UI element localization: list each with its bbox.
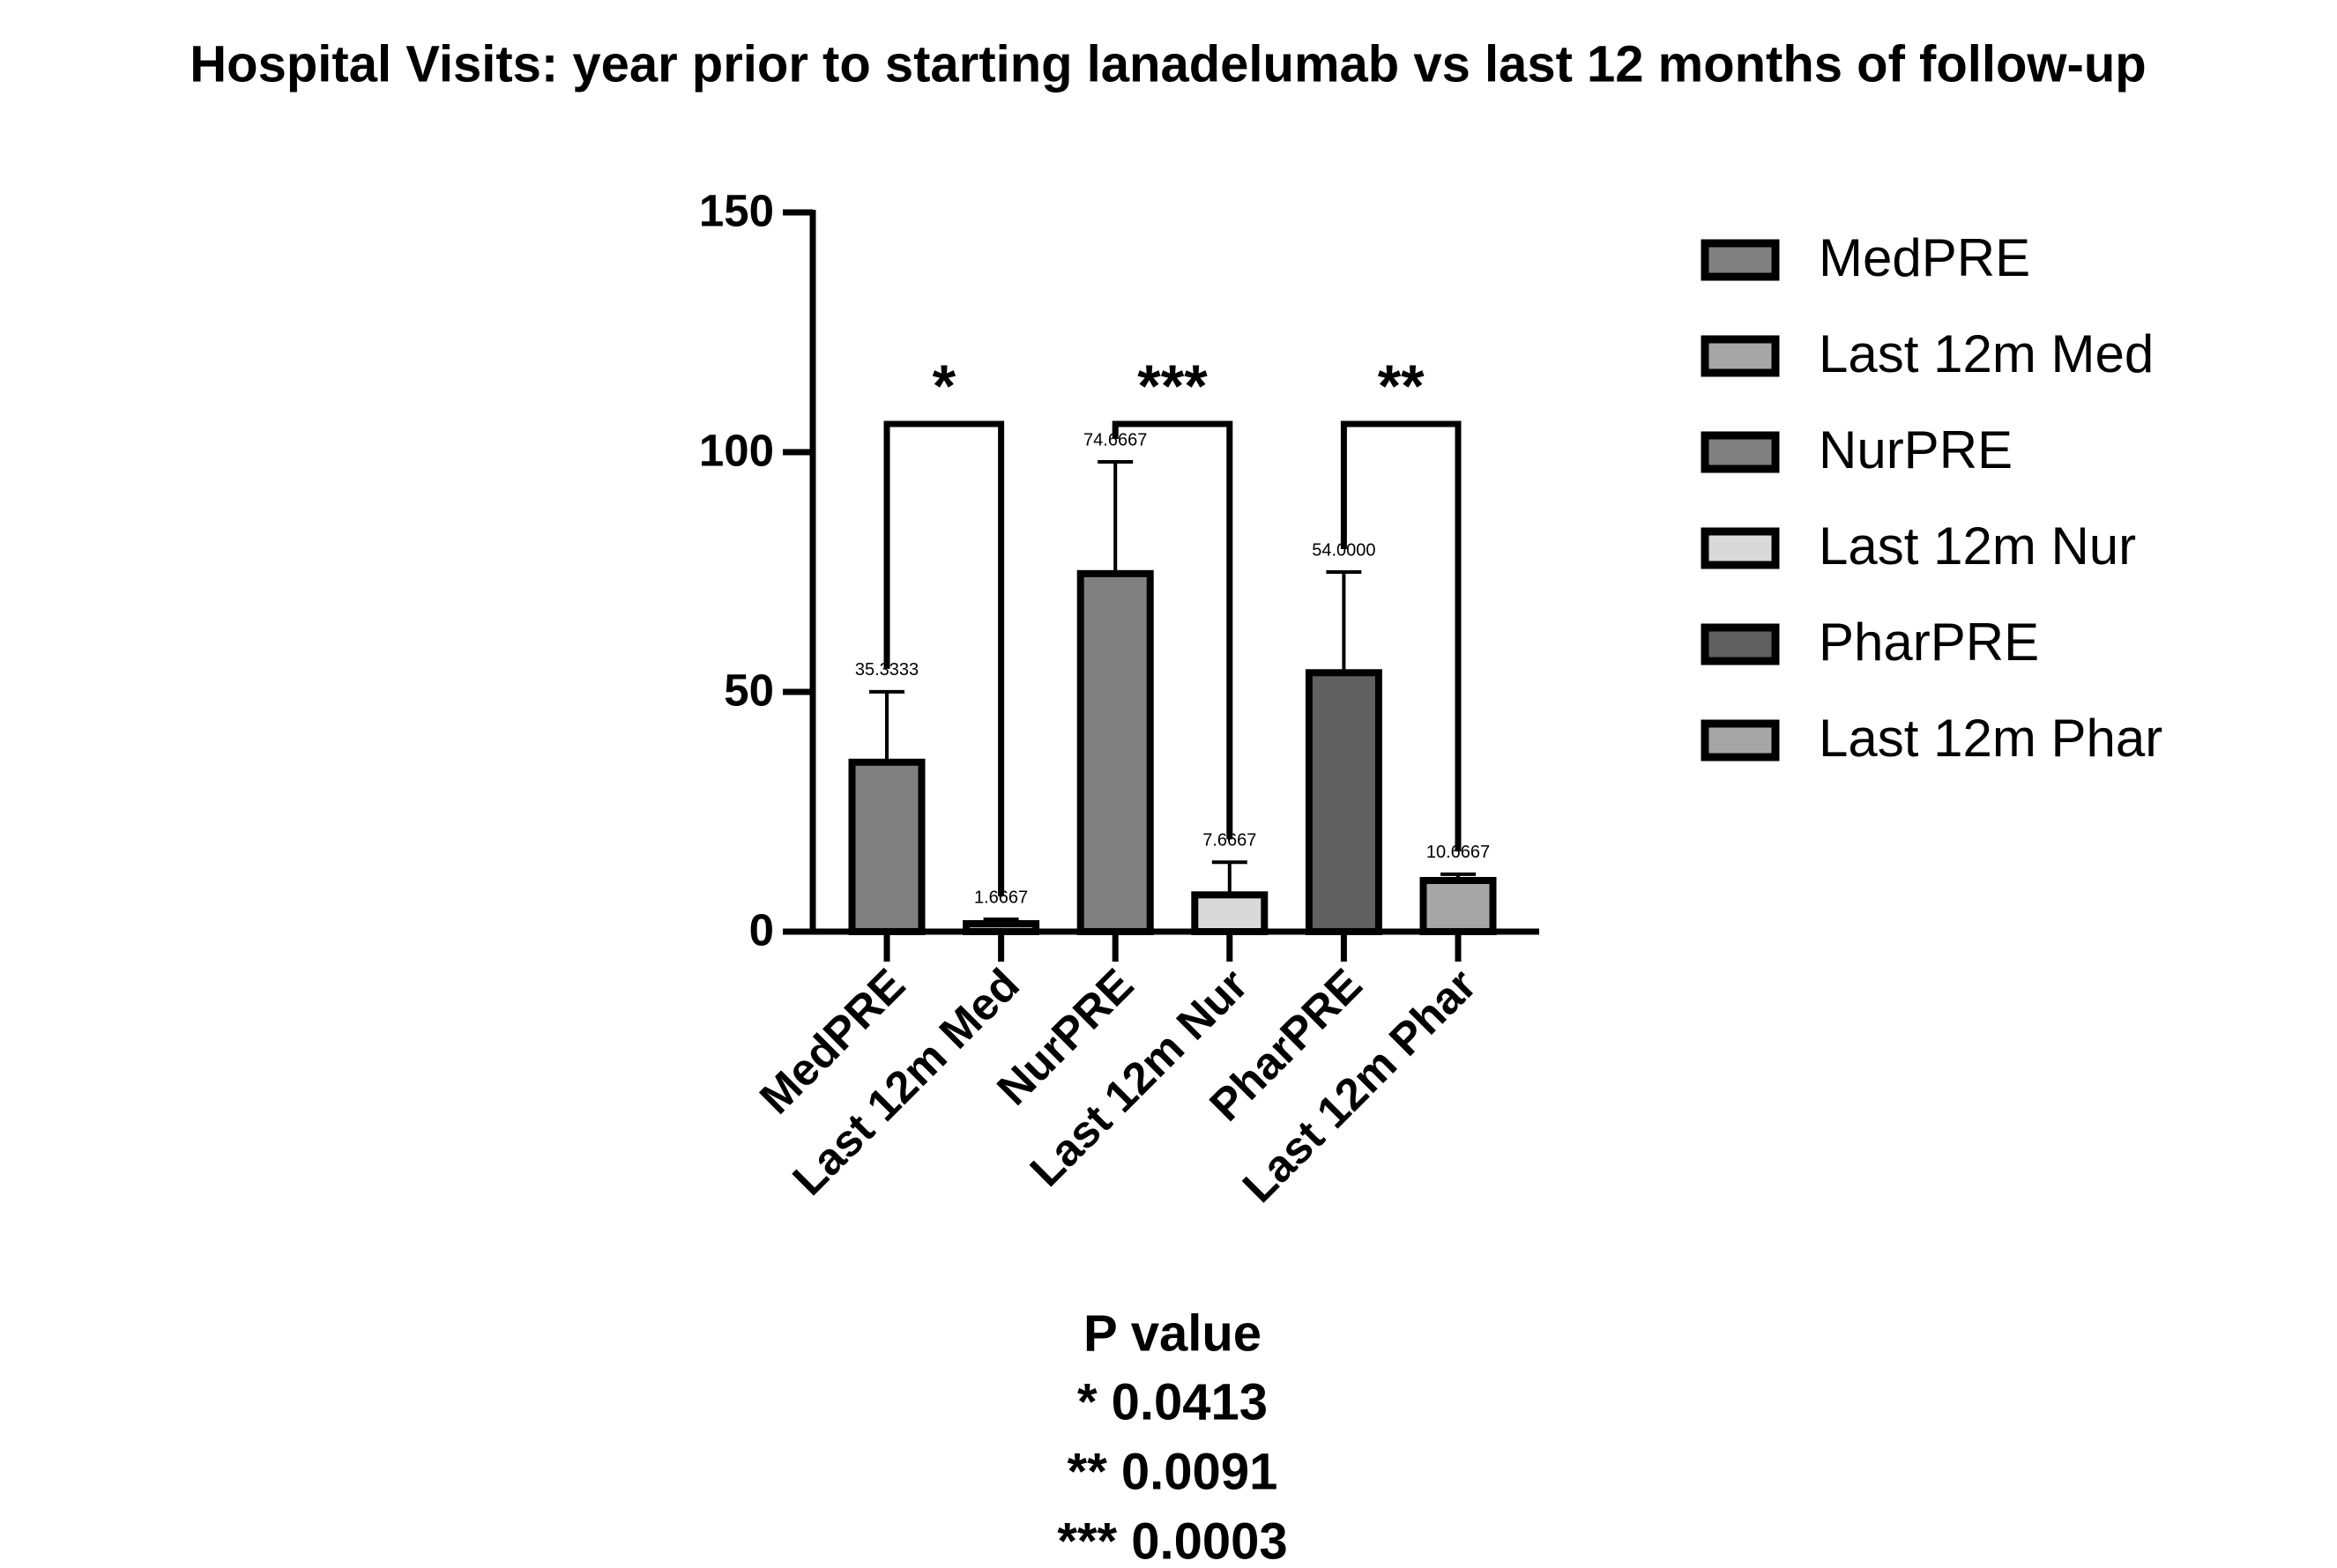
significance-bracket (1112, 420, 1233, 840)
bar (1076, 569, 1154, 936)
legend-label: Last 12m Nur (1819, 516, 2136, 576)
legend-swatch (1701, 335, 1780, 377)
legend-label: MedPRE (1819, 228, 2030, 287)
p-value-line: * 0.0413 (1077, 1373, 1268, 1431)
legend-label: NurPRE (1819, 420, 2013, 479)
value-label: 1.6667 (974, 888, 1028, 907)
value-label: 74.6667 (1083, 430, 1147, 450)
p-value-line: ** 0.0091 (1068, 1443, 1278, 1500)
bar (1305, 669, 1382, 935)
legend-swatch (1701, 719, 1780, 762)
significance-label: * (933, 353, 956, 420)
value-label: 54.0000 (1312, 540, 1375, 560)
legend-label: Last 12m Phar (1819, 709, 2162, 768)
y-tick-label: 50 (724, 665, 774, 715)
bar (1419, 876, 1497, 935)
bar (963, 919, 1040, 935)
bar (1191, 891, 1269, 935)
value-label: 7.6667 (1202, 831, 1256, 851)
significance-bracket (883, 420, 1005, 897)
legend-swatch (1701, 527, 1780, 569)
significance-label: ** (1378, 353, 1425, 420)
value-label: 35.3333 (855, 660, 919, 680)
p-value-line: *** 0.0003 (1057, 1512, 1287, 1568)
bar (848, 758, 926, 936)
legend-swatch (1701, 431, 1780, 473)
legend-label: Last 12m Med (1819, 324, 2154, 383)
y-tick-label: 150 (699, 185, 774, 235)
y-tick-label: 100 (699, 425, 774, 475)
legend-label: PharPRE (1819, 613, 2039, 672)
legend-swatch (1701, 239, 1780, 281)
significance-bracket (1340, 420, 1462, 851)
p-value-title: P value (1083, 1304, 1262, 1362)
chart-title: Hospital Visits: year prior to starting … (190, 35, 2146, 93)
y-tick-label: 0 (749, 904, 774, 955)
legend-swatch (1701, 623, 1780, 665)
significance-label: *** (1137, 353, 1208, 420)
value-label: 10.6667 (1426, 843, 1490, 862)
